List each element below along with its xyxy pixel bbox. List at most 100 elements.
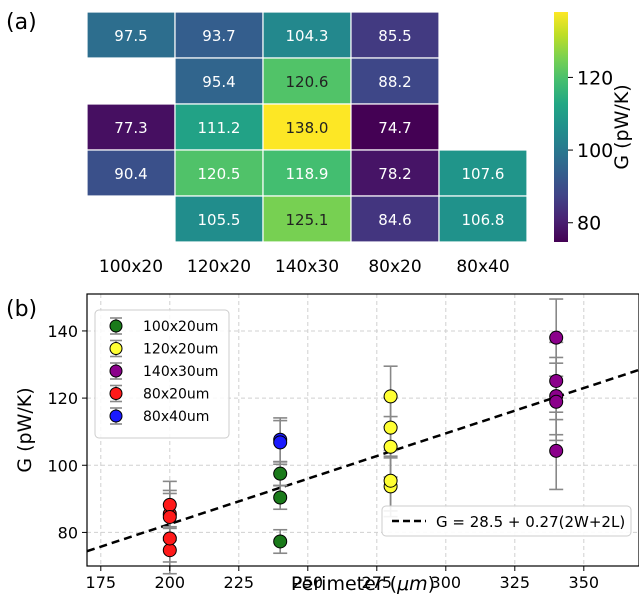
axes-frame xyxy=(86,293,639,567)
heatmap-cell-value: 107.6 xyxy=(462,165,505,183)
panel-b-label: (b) xyxy=(6,297,37,322)
heatmap-cell-value: 88.2 xyxy=(378,73,411,91)
y-tick-label: 140 xyxy=(47,322,78,341)
colorbar: 80 100 120 G (pW/K) xyxy=(554,12,633,242)
y-axis-label: G (pW/K) xyxy=(14,387,36,472)
y-tick-label: 80 xyxy=(58,523,78,542)
heatmap-cell xyxy=(350,195,440,243)
legend-marker xyxy=(109,319,123,333)
heatmap-cell-value: 74.7 xyxy=(378,119,411,137)
x-tick-label: 250 xyxy=(293,573,324,592)
legend-marker xyxy=(109,387,123,400)
heatmap-cell xyxy=(86,11,176,59)
x-tick-label: 175 xyxy=(86,573,117,592)
heatmap-x-tick-labels: 100x20 120x20 140x30 80x20 80x40 xyxy=(99,257,510,277)
y-tick-label: 100 xyxy=(47,456,78,475)
x-axis-label: Perimeter (μm) xyxy=(291,573,435,595)
heatmap-x-tick: 80x40 xyxy=(456,257,509,277)
data-point xyxy=(273,490,288,505)
x-tick-label: 350 xyxy=(569,573,600,592)
legend-marker xyxy=(109,364,123,378)
heatmap: 97.5 93.7 104.3 85.5 95.4 120.6 88.2 77.3 111.2 1… xyxy=(86,11,528,243)
heatmap-cell xyxy=(438,195,528,243)
y-tick-labels: 80 100 120 140 xyxy=(47,322,87,542)
legend-label: 80x20um xyxy=(143,387,209,403)
data-point xyxy=(549,330,564,345)
data-points xyxy=(162,298,564,575)
heatmap-cell-value: 90.4 xyxy=(114,165,147,183)
heatmap-cell-value: 138.0 xyxy=(286,119,329,137)
fit-legend-box xyxy=(381,505,632,537)
data-point xyxy=(273,435,288,450)
legend-box xyxy=(94,309,230,439)
heatmap-x-tick: 100x20 xyxy=(99,257,163,277)
data-point xyxy=(383,420,398,435)
heatmap-x-tick: 80x20 xyxy=(368,257,421,277)
heatmap-cell xyxy=(262,57,352,105)
colorbar-label: G (pW/K) xyxy=(611,84,633,169)
data-point xyxy=(549,373,564,388)
heatmap-cell-value: 111.2 xyxy=(198,119,241,137)
heatmap-cell-value: 120.6 xyxy=(286,73,329,91)
heatmap-cell-value: 105.5 xyxy=(198,211,241,229)
heatmap-cell-value: 97.5 xyxy=(114,27,147,45)
heatmap-cell xyxy=(262,11,352,59)
heatmap-cell xyxy=(86,103,176,151)
data-point xyxy=(162,509,177,524)
legend-label: 80x40um xyxy=(143,409,209,425)
heatmap-cell xyxy=(174,195,264,243)
heatmap-cell xyxy=(350,103,440,151)
heatmap-cell-value: 95.4 xyxy=(202,73,235,91)
data-point xyxy=(383,473,398,488)
heatmap-cell-value: 77.3 xyxy=(114,119,147,137)
heatmap-cell-value: 78.2 xyxy=(378,165,411,183)
heatmap-cell xyxy=(262,103,352,151)
heatmap-cell-value: 104.3 xyxy=(286,27,329,45)
colorbar-ticks: 80 100 120 xyxy=(568,67,613,235)
x-tick-label: 275 xyxy=(362,573,393,592)
heatmap-cell xyxy=(350,11,440,59)
x-tick-label: 225 xyxy=(224,573,255,592)
data-point xyxy=(162,531,177,546)
colorbar-tick-label: 80 xyxy=(577,213,601,235)
data-point xyxy=(162,497,177,512)
heatmap-cell-value: 120.5 xyxy=(198,165,241,183)
heatmap-cell-value: 85.5 xyxy=(378,27,411,45)
heatmap-cell xyxy=(262,195,352,243)
x-tick-label: 200 xyxy=(155,573,186,592)
y-tick-label: 120 xyxy=(47,389,78,408)
heatmap-cell-value: 93.7 xyxy=(202,27,235,45)
scatter-plot: 175 200 225 250 275 300 325 350 80 100 120 140 Per… xyxy=(14,293,639,595)
x-tick-label: 300 xyxy=(431,573,462,592)
heatmap-cell-value: 106.8 xyxy=(462,211,505,229)
data-point xyxy=(273,466,288,481)
colorbar-tick-label: 120 xyxy=(577,67,613,89)
heatmap-cell xyxy=(438,149,528,197)
legend-label: 140x30um xyxy=(143,364,218,380)
data-point xyxy=(383,389,398,404)
colorbar-gradient xyxy=(554,12,568,242)
data-point xyxy=(549,394,564,409)
legend-marker xyxy=(109,409,123,423)
data-point xyxy=(383,439,398,454)
legend-label: 120x20um xyxy=(143,342,218,358)
fit-line-path xyxy=(86,368,639,553)
series-legend: 100x20um 120x20um 140x30um 80x20um 80x40um xyxy=(94,309,230,439)
fit-line xyxy=(86,368,639,553)
legend-label: 100x20um xyxy=(143,319,218,335)
fit-legend: G = 28.5 + 0.27(2W+2L) xyxy=(381,505,632,537)
fit-legend-label: G = 28.5 + 0.27(2W+2L) xyxy=(436,513,625,531)
heatmap-x-tick: 140x30 xyxy=(275,257,339,277)
data-point xyxy=(549,443,564,458)
heatmap-cell-value: 125.1 xyxy=(286,211,329,229)
data-point xyxy=(273,534,288,549)
heatmap-cell xyxy=(86,149,176,197)
heatmap-x-tick: 120x20 xyxy=(187,257,251,277)
heatmap-cell xyxy=(174,11,264,59)
x-tick-labels: 175 200 225 250 275 300 325 350 xyxy=(86,566,600,592)
panel-a-label: (a) xyxy=(6,10,37,35)
x-tick-label: 325 xyxy=(500,573,531,592)
heatmap-cell xyxy=(262,149,352,197)
heatmap-cell-value: 84.6 xyxy=(378,211,411,229)
colorbar-tick-label: 100 xyxy=(577,140,613,162)
